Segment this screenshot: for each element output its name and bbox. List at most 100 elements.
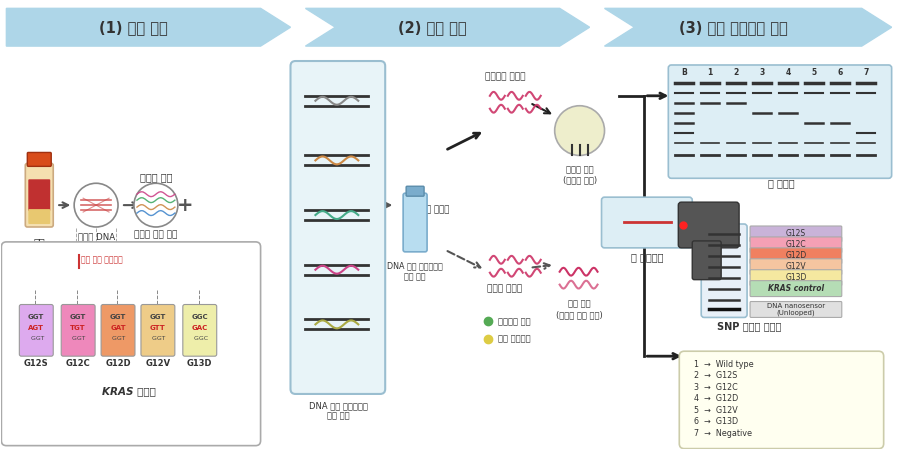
FancyBboxPatch shape bbox=[27, 153, 51, 166]
FancyBboxPatch shape bbox=[679, 202, 739, 248]
FancyBboxPatch shape bbox=[76, 271, 112, 291]
Text: G12C: G12C bbox=[66, 359, 91, 368]
Text: GGT: GGT bbox=[70, 314, 86, 320]
Text: TGT: TGT bbox=[70, 325, 86, 331]
Text: GGC: GGC bbox=[192, 337, 208, 342]
Text: 결 전기영동: 결 전기영동 bbox=[631, 252, 663, 262]
Text: GGC: GGC bbox=[192, 314, 208, 320]
Polygon shape bbox=[605, 9, 892, 46]
Text: 4: 4 bbox=[786, 68, 790, 77]
FancyBboxPatch shape bbox=[19, 305, 53, 356]
Text: 고리형 구조
(류기성 형성): 고리형 구조 (류기성 형성) bbox=[562, 165, 597, 185]
Text: 5  →  G12V: 5 → G12V bbox=[694, 406, 738, 415]
Text: GGT: GGT bbox=[111, 337, 126, 342]
Text: G12D: G12D bbox=[105, 359, 130, 368]
Text: KRAS control: KRAS control bbox=[768, 284, 824, 293]
FancyBboxPatch shape bbox=[183, 305, 217, 356]
Text: 3: 3 bbox=[760, 68, 765, 77]
Text: 결합 페널티: 결합 페널티 bbox=[421, 206, 449, 215]
Text: GAC: GAC bbox=[192, 325, 208, 331]
Text: G13D: G13D bbox=[785, 273, 806, 282]
FancyBboxPatch shape bbox=[750, 226, 842, 242]
Text: GGT: GGT bbox=[110, 314, 126, 320]
Text: 비대칭 증폭 산물: 비대칭 증폭 산물 bbox=[134, 230, 177, 239]
FancyBboxPatch shape bbox=[291, 61, 385, 394]
Text: 선형 구조
(류기성 형성 실패): 선형 구조 (류기성 형성 실패) bbox=[556, 300, 603, 319]
FancyBboxPatch shape bbox=[750, 281, 842, 297]
Text: B: B bbox=[681, 68, 687, 77]
Text: GGT: GGT bbox=[149, 314, 166, 320]
Text: 7  →  Negative: 7 → Negative bbox=[694, 429, 752, 438]
Text: 아생형 유전자: 아생형 유전자 bbox=[487, 285, 522, 294]
Text: AGT: AGT bbox=[28, 325, 44, 331]
Text: G12S: G12S bbox=[786, 230, 806, 238]
Text: G12D: G12D bbox=[786, 251, 806, 260]
FancyBboxPatch shape bbox=[403, 193, 427, 252]
Text: DNA 기반 나노구조체
센서 세트: DNA 기반 나노구조체 센서 세트 bbox=[309, 401, 368, 420]
FancyBboxPatch shape bbox=[669, 65, 892, 178]
FancyBboxPatch shape bbox=[601, 197, 692, 248]
Text: 돌연변이 유전자: 돌연변이 유전자 bbox=[484, 72, 525, 81]
FancyBboxPatch shape bbox=[701, 224, 747, 317]
Text: GAT: GAT bbox=[110, 325, 126, 331]
Text: (2) 서열 인식: (2) 서열 인식 bbox=[398, 20, 467, 35]
Text: 정류 미스매치: 정류 미스매치 bbox=[498, 335, 530, 344]
FancyBboxPatch shape bbox=[19, 270, 238, 292]
Text: G12V: G12V bbox=[786, 262, 806, 271]
FancyBboxPatch shape bbox=[750, 302, 842, 317]
Text: 비대칭 증폭: 비대칭 증폭 bbox=[140, 172, 172, 182]
Polygon shape bbox=[6, 9, 291, 46]
Text: 돌연변이 위치: 돌연변이 위치 bbox=[498, 317, 530, 326]
Text: G12C: G12C bbox=[786, 240, 806, 249]
FancyBboxPatch shape bbox=[750, 237, 842, 253]
Text: 6  →  G13D: 6 → G13D bbox=[694, 417, 738, 426]
Text: 2  →  G12S: 2 → G12S bbox=[694, 371, 738, 380]
FancyBboxPatch shape bbox=[2, 242, 261, 446]
Text: GGT: GGT bbox=[29, 337, 44, 342]
Text: 젠 이미지: 젠 이미지 bbox=[768, 178, 795, 188]
Text: 1: 1 bbox=[707, 68, 713, 77]
FancyBboxPatch shape bbox=[406, 186, 424, 196]
FancyBboxPatch shape bbox=[750, 248, 842, 264]
Text: SNP 바코드 시스템: SNP 바코드 시스템 bbox=[717, 321, 781, 331]
FancyBboxPatch shape bbox=[61, 305, 95, 356]
Text: 6: 6 bbox=[837, 68, 842, 77]
Text: KRAS 유전자: KRAS 유전자 bbox=[102, 386, 156, 396]
Text: +: + bbox=[176, 196, 194, 215]
Text: DNA 기반 나노구조체
센서 용액: DNA 기반 나노구조체 센서 용액 bbox=[387, 262, 443, 281]
FancyBboxPatch shape bbox=[28, 209, 50, 224]
Text: 1  →  Wild type: 1 → Wild type bbox=[694, 360, 754, 369]
Text: 쟁체: 쟁체 bbox=[33, 237, 45, 247]
FancyBboxPatch shape bbox=[141, 305, 175, 356]
Text: 결과 판독: 결과 판독 bbox=[767, 437, 795, 448]
Text: 5: 5 bbox=[811, 68, 816, 77]
Text: DNA nanosensor
(Unlooped): DNA nanosensor (Unlooped) bbox=[767, 303, 825, 316]
FancyBboxPatch shape bbox=[750, 259, 842, 274]
Text: (1) 시료 준비: (1) 시료 준비 bbox=[99, 20, 168, 35]
Text: GTT: GTT bbox=[150, 325, 166, 331]
Text: G12S: G12S bbox=[24, 359, 49, 368]
Text: G12V: G12V bbox=[145, 359, 170, 368]
Text: GGT: GGT bbox=[70, 337, 86, 342]
Text: 10: 10 bbox=[51, 277, 61, 286]
Polygon shape bbox=[305, 9, 590, 46]
Text: 단일 염기 돌연변이: 단일 염기 돌연변이 bbox=[81, 255, 123, 264]
Text: (3) 다중 돌연변이 검출: (3) 다중 돌연변이 검출 bbox=[679, 20, 788, 35]
Text: G13D: G13D bbox=[187, 359, 212, 368]
Text: 7: 7 bbox=[863, 68, 868, 77]
Text: 2: 2 bbox=[734, 68, 739, 77]
Text: GGT: GGT bbox=[28, 314, 44, 320]
Circle shape bbox=[134, 183, 178, 227]
Text: GGT: GGT bbox=[150, 337, 166, 342]
FancyBboxPatch shape bbox=[101, 305, 135, 356]
Text: 14: 14 bbox=[95, 277, 106, 286]
Text: 4  →  G12D: 4 → G12D bbox=[694, 394, 739, 403]
Text: 유전체 DNA
(돌연변이 유전자 포함): 유전체 DNA (돌연변이 유전자 포함) bbox=[67, 232, 125, 252]
FancyBboxPatch shape bbox=[28, 179, 50, 211]
FancyBboxPatch shape bbox=[692, 241, 721, 279]
FancyBboxPatch shape bbox=[750, 270, 842, 286]
Text: 3  →  G12C: 3 → G12C bbox=[694, 382, 738, 392]
Circle shape bbox=[554, 106, 605, 155]
Circle shape bbox=[74, 183, 118, 227]
FancyBboxPatch shape bbox=[680, 351, 884, 449]
